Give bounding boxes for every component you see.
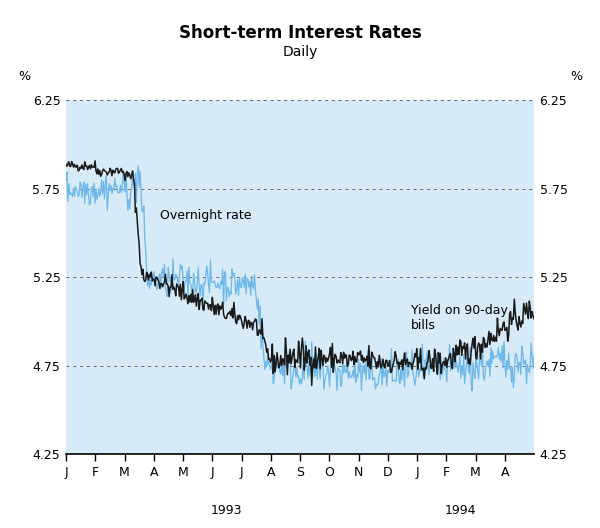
Text: Overnight rate: Overnight rate — [160, 209, 251, 222]
Text: %: % — [18, 70, 30, 82]
Text: 1993: 1993 — [211, 504, 242, 516]
Text: Yield on 90-day
bills: Yield on 90-day bills — [411, 304, 508, 332]
Text: 1994: 1994 — [445, 504, 476, 516]
Text: Short-term Interest Rates: Short-term Interest Rates — [179, 24, 421, 42]
Text: Daily: Daily — [283, 45, 317, 59]
Text: %: % — [570, 70, 582, 82]
